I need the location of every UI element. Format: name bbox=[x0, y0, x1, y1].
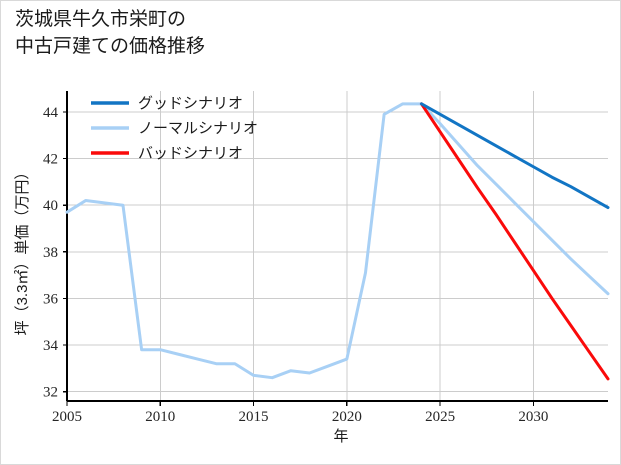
axis-spines bbox=[65, 91, 608, 403]
chart-title-line-1: 茨城県牛久市栄町の bbox=[15, 9, 187, 30]
y-tick-label: 38 bbox=[43, 245, 58, 261]
y-tick-label: 40 bbox=[43, 198, 58, 214]
page-title: 茨城県牛久市栄町の 中古戸建ての価格推移 bbox=[15, 7, 205, 61]
y-tick-label: 34 bbox=[43, 338, 59, 354]
x-tick-label: 2020 bbox=[332, 409, 362, 425]
x-axis-ticks: 2005 2010 2015 2020 2025 2030 bbox=[52, 401, 548, 425]
series-line-2 bbox=[65, 102, 610, 380]
gridlines bbox=[67, 91, 608, 401]
data-series-group bbox=[65, 102, 610, 381]
y-tick-label: 44 bbox=[43, 105, 59, 121]
legend-label-3: バッドシナリオ bbox=[138, 146, 243, 162]
series-line-1 bbox=[419, 102, 610, 210]
x-tick-label: 2025 bbox=[425, 409, 455, 425]
x-tick-label: 2030 bbox=[518, 409, 548, 425]
x-axis-label: 年 bbox=[333, 428, 348, 445]
x-tick-label: 2015 bbox=[239, 409, 269, 425]
series-line-3 bbox=[419, 102, 610, 381]
y-axis-label: 坪（3.3㎡）単価（万円） bbox=[14, 165, 31, 336]
y-axis-ticks: 32 34 36 38 40 42 44 bbox=[43, 105, 67, 401]
chart-title-line-2: 中古戸建ての価格推移 bbox=[15, 35, 206, 57]
legend-label-2: ノーマルシナリオ bbox=[138, 121, 258, 137]
y-tick-label: 42 bbox=[43, 152, 58, 168]
y-tick-label: 36 bbox=[43, 291, 59, 307]
x-tick-label: 2005 bbox=[52, 409, 82, 425]
x-tick-label: 2010 bbox=[145, 409, 175, 425]
y-tick-label: 32 bbox=[43, 385, 58, 401]
legend-label-1: グッドシナリオ bbox=[138, 95, 243, 112]
